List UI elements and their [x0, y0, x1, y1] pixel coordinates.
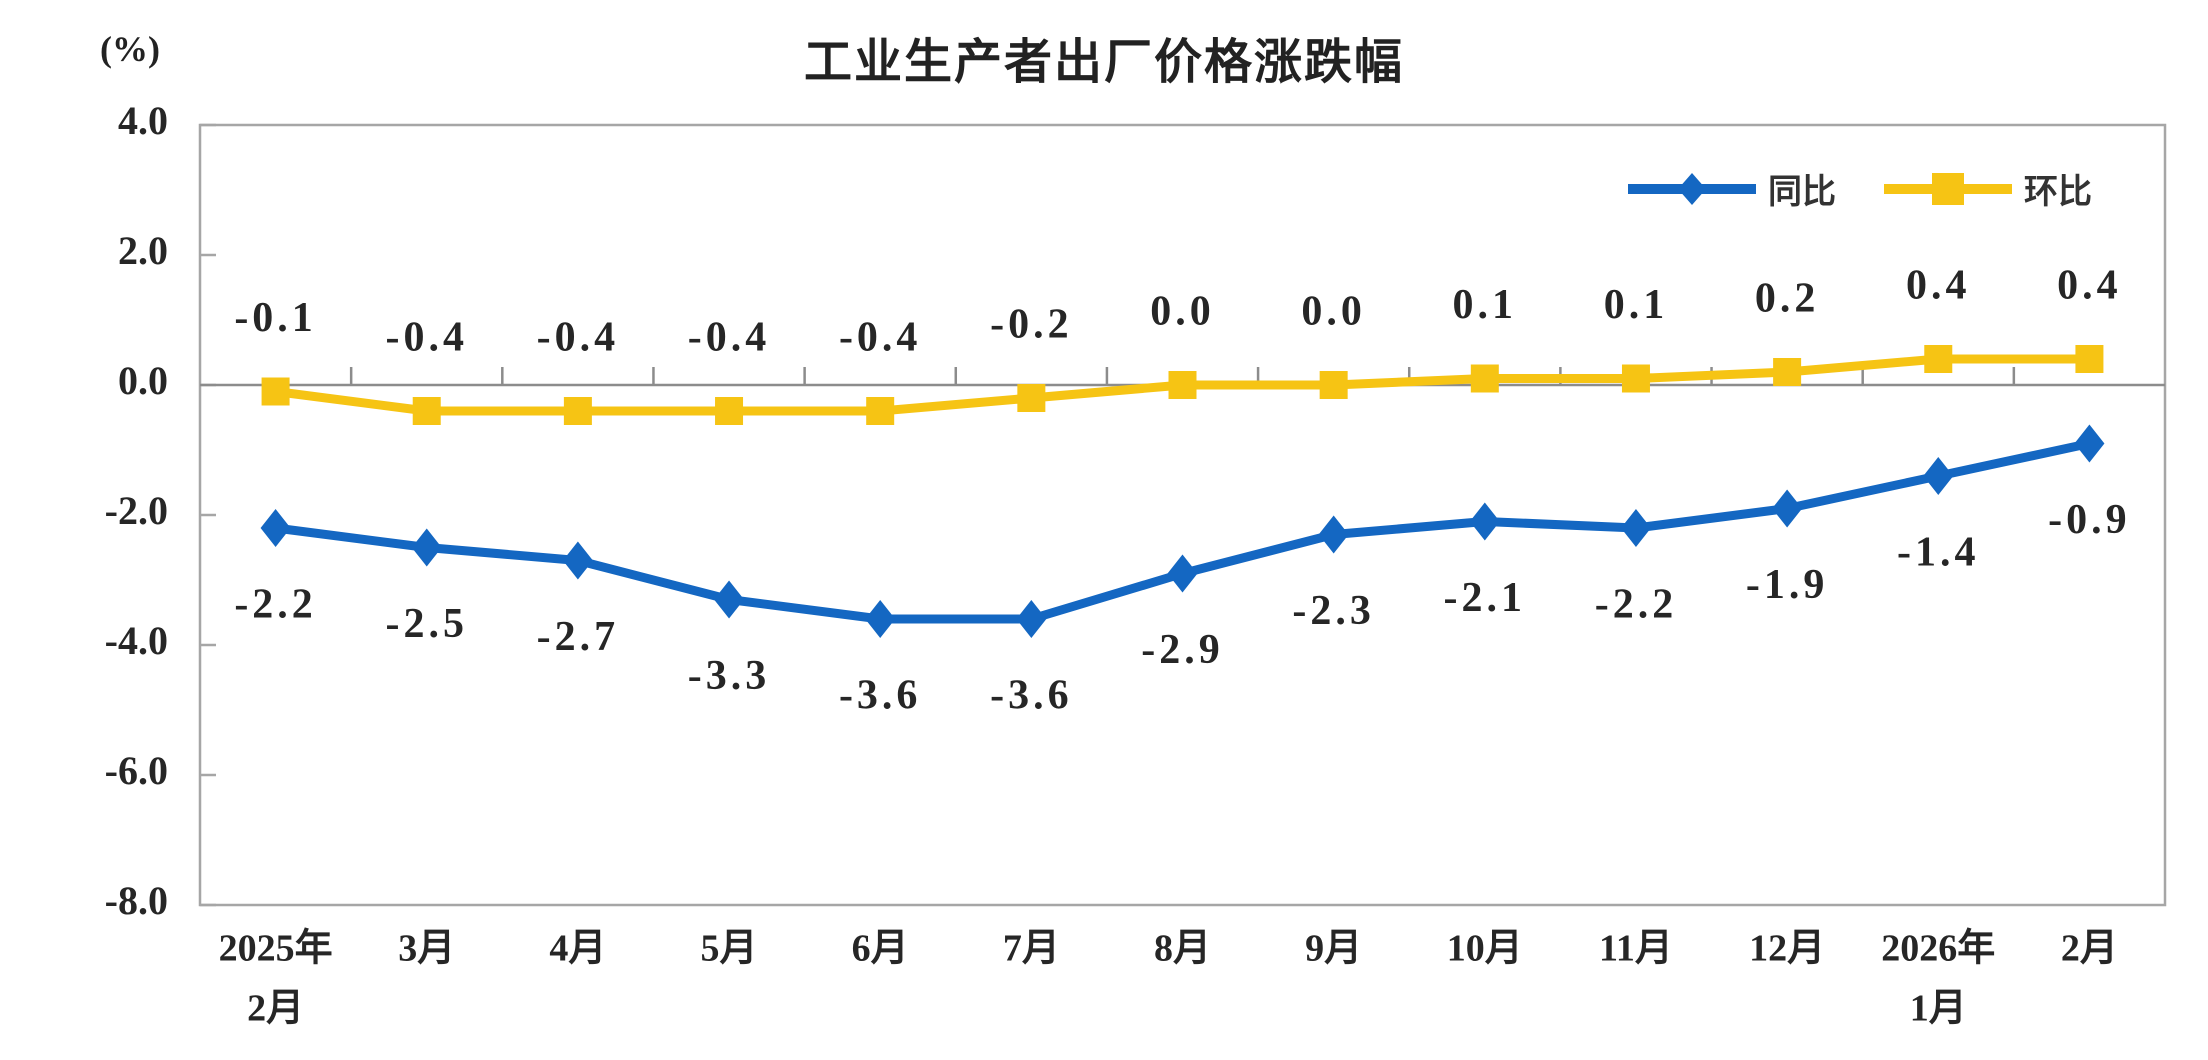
data-point-marker-square — [1621, 364, 1650, 393]
data-label-环比: 0.0 — [1301, 289, 1366, 335]
data-label-环比: 0.1 — [1604, 282, 1669, 328]
x-tick-label: 2026年 — [1881, 928, 1995, 970]
data-point-marker-diamond — [714, 580, 745, 619]
x-tick-label: 9月 — [1305, 928, 1362, 970]
legend-marker-square-icon — [1932, 172, 1964, 205]
y-tick-label: -2.0 — [105, 488, 168, 533]
data-point-marker-square — [412, 397, 441, 425]
data-point-marker-diamond — [1469, 502, 1500, 541]
data-label-同比: -2.3 — [1292, 588, 1375, 634]
data-label-环比: 0.4 — [1906, 263, 1971, 309]
data-label-同比: -2.2 — [1595, 582, 1678, 628]
data-point-marker-square — [1470, 364, 1499, 393]
x-tick-label: 5月 — [701, 928, 758, 970]
legend-label-tongbi: 同比 — [1768, 174, 1836, 211]
data-label-环比: -0.1 — [234, 295, 317, 341]
x-tick-label: 3月 — [398, 928, 455, 970]
data-label-同比: -2.7 — [537, 614, 620, 660]
y-tick-label: -4.0 — [105, 618, 168, 663]
data-label-环比: 0.0 — [1150, 289, 1215, 335]
legend-item-huanbi: 环比 — [1884, 164, 2092, 213]
y-tick-label: -6.0 — [105, 748, 168, 793]
legend-line-marker-tongbi-icon — [1628, 172, 1756, 205]
data-point-marker-square — [1319, 371, 1348, 399]
data-point-marker-square — [261, 377, 290, 406]
data-label-环比: -0.4 — [385, 315, 468, 361]
chart-legend: 同比 环比 — [1628, 164, 2092, 213]
data-point-marker-diamond — [1923, 457, 1954, 495]
y-tick-label: -8.0 — [105, 878, 168, 923]
data-point-marker-diamond — [1167, 554, 1198, 593]
data-label-同比: -2.2 — [234, 582, 317, 628]
x-tick-label: 10月 — [1447, 928, 1523, 970]
legend-label-huanbi: 环比 — [2024, 174, 2092, 211]
x-tick-label: 7月 — [1003, 928, 1060, 970]
data-label-同比: -3.6 — [990, 673, 1073, 719]
x-tick-label: 12月 — [1749, 928, 1825, 970]
x-tick-label: 11月 — [1599, 928, 1673, 970]
data-label-同比: -2.5 — [385, 601, 468, 647]
plot-frame — [198, 123, 2167, 907]
data-point-marker-square — [2075, 345, 2104, 373]
data-point-marker-diamond — [562, 541, 593, 580]
data-point-marker-square — [866, 397, 895, 425]
legend-marker-diamond-icon — [1678, 172, 1706, 205]
data-label-环比: -0.4 — [688, 315, 771, 361]
legend-line-marker-huanbi-icon — [1884, 172, 2012, 205]
x-tick-label: 6月 — [852, 928, 909, 970]
y-tick-label: 0.0 — [118, 358, 168, 403]
data-point-marker-square — [1773, 358, 1802, 386]
data-label-环比: -0.2 — [990, 302, 1073, 348]
data-point-marker-square — [1017, 384, 1046, 412]
data-label-环比: 0.1 — [1453, 282, 1518, 328]
data-label-环比: -0.4 — [839, 315, 922, 361]
data-label-同比: -1.4 — [1897, 530, 1980, 576]
data-point-marker-square — [1924, 345, 1953, 373]
data-label-同比: -3.3 — [688, 653, 771, 699]
chart-title: 工业生产者出厂价格涨跌幅 — [803, 36, 1404, 89]
data-label-环比: -0.4 — [537, 315, 620, 361]
data-point-marker-square — [563, 397, 592, 425]
data-point-marker-diamond — [1620, 509, 1651, 547]
x-tick-label: 2025年 — [219, 928, 333, 970]
data-point-marker-diamond — [260, 509, 291, 547]
data-label-同比: -2.9 — [1141, 627, 1224, 673]
data-label-环比: 0.2 — [1755, 276, 1820, 322]
data-point-marker-diamond — [865, 600, 896, 638]
data-point-marker-diamond — [2074, 424, 2105, 463]
data-label-同比: -2.1 — [1444, 575, 1527, 621]
data-point-marker-square — [715, 397, 744, 425]
data-label-同比: -3.6 — [839, 673, 922, 719]
data-point-marker-diamond — [411, 528, 442, 567]
data-point-marker-diamond — [1318, 515, 1349, 554]
x-tick-label: 8月 — [1154, 928, 1211, 970]
data-label-环比: 0.4 — [2057, 263, 2122, 309]
legend-item-tongbi: 同比 — [1628, 164, 1836, 213]
data-point-marker-diamond — [1772, 489, 1803, 528]
data-point-marker-diamond — [1016, 600, 1047, 638]
x-tick-label-line2: 1月 — [1910, 988, 1967, 1030]
x-tick-label: 2月 — [2061, 928, 2118, 970]
data-label-同比: -0.9 — [2048, 497, 2131, 543]
data-point-marker-square — [1168, 371, 1197, 399]
y-tick-label: 2.0 — [118, 228, 168, 273]
x-tick-label: 4月 — [549, 928, 606, 970]
y-axis-unit-label: (%) — [100, 29, 160, 69]
x-tick-label-line2: 2月 — [247, 988, 304, 1030]
y-tick-label: 4.0 — [118, 98, 168, 143]
data-label-同比: -1.9 — [1746, 562, 1829, 608]
